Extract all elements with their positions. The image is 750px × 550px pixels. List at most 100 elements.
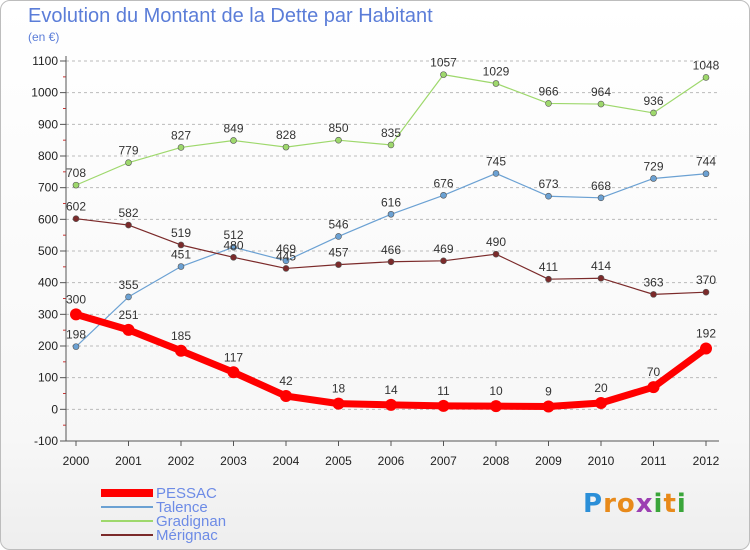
data-point-talence <box>282 257 290 265</box>
legend-label-gradignan: Gradignan <box>156 513 226 530</box>
x-tick-label: 2009 <box>535 454 562 468</box>
y-tick-label: 1100 <box>32 54 58 68</box>
chart-title: Evolution du Montant de la Dette par Hab… <box>28 5 433 27</box>
data-point-pessac <box>700 342 712 355</box>
data-point-merignac <box>702 288 710 296</box>
data-label-merignac: 582 <box>118 206 138 220</box>
data-label-merignac: 411 <box>539 260 558 274</box>
data-label-merignac: 490 <box>486 235 506 249</box>
data-label-pessac: 10 <box>489 384 503 398</box>
data-point-merignac <box>387 258 395 266</box>
data-label-merignac: 480 <box>223 238 243 252</box>
data-point-gradignan <box>177 144 185 151</box>
y-tick-label: 700 <box>38 181 58 195</box>
x-tick-label: 2003 <box>220 454 247 468</box>
data-label-talence: 512 <box>223 228 243 242</box>
data-label-talence: 198 <box>66 328 86 342</box>
data-label-pessac: 18 <box>332 382 346 396</box>
data-label-gradignan: 1029 <box>483 64 510 78</box>
legend-label-merignac: Mérignac <box>156 527 218 544</box>
data-label-talence: 616 <box>381 195 401 209</box>
data-label-merignac: 370 <box>696 273 716 287</box>
data-label-gradignan: 850 <box>328 121 348 135</box>
axes: -100 0 100 200 300 400 500 600 700 800 900 1000 1100… <box>31 54 719 468</box>
data-point-gradignan <box>545 100 552 107</box>
data-point-merignac <box>72 215 80 222</box>
data-label-pessac: 70 <box>647 365 661 379</box>
data-point-pessac <box>385 398 397 411</box>
data-label-merignac: 414 <box>591 259 611 273</box>
x-tick-label: 2012 <box>693 454 720 468</box>
y-tick-label: 300 <box>38 307 58 321</box>
data-point-merignac <box>230 254 237 261</box>
data-point-talence <box>702 170 710 178</box>
x-tick-label: 2005 <box>325 454 352 468</box>
x-tick-label: 2008 <box>483 454 510 468</box>
data-label-gradignan: 1048 <box>693 58 720 72</box>
y-tick-label: 800 <box>38 149 58 163</box>
data-label-gradignan: 708 <box>66 166 86 180</box>
data-point-pessac <box>490 400 502 413</box>
data-point-talence <box>177 263 185 270</box>
y-tick-label: 600 <box>38 212 58 226</box>
data-label-merignac: 457 <box>328 246 348 260</box>
data-point-pessac <box>647 381 660 394</box>
data-point-talence <box>230 243 237 251</box>
chart-subtitle: (en €) <box>28 30 60 44</box>
data-label-pessac: 9 <box>545 384 552 398</box>
data-point-pessac <box>280 390 292 403</box>
y-tick-label: 200 <box>38 339 58 353</box>
data-label-talence: 668 <box>591 179 611 193</box>
data-point-pessac <box>437 399 450 412</box>
data-label-pessac: 11 <box>437 384 450 398</box>
data-label-pessac: 117 <box>224 350 243 364</box>
x-tick-label: 2002 <box>168 454 195 468</box>
data-point-talence <box>597 194 605 202</box>
data-point-gradignan <box>230 137 237 144</box>
data-label-pessac: 192 <box>696 327 716 341</box>
data-label-talence: 546 <box>328 217 348 231</box>
data-label-merignac: 602 <box>66 200 86 214</box>
data-point-gradignan <box>387 141 395 149</box>
data-point-talence <box>650 175 657 182</box>
data-label-gradignan: 828 <box>276 128 296 142</box>
data-label-merignac: 466 <box>381 243 401 257</box>
data-label-pessac: 300 <box>66 292 86 306</box>
data-point-gradignan <box>335 136 342 144</box>
data-point-pessac <box>122 323 135 336</box>
x-tick-label: 2004 <box>273 454 300 468</box>
data-label-gradignan: 936 <box>643 94 663 108</box>
data-point-gradignan <box>492 80 500 87</box>
data-label-merignac: 469 <box>433 242 453 256</box>
data-label-talence: 673 <box>538 177 558 191</box>
y-tick-label: 400 <box>38 276 58 290</box>
data-point-talence <box>335 233 342 240</box>
data-label-pessac: 185 <box>171 329 191 343</box>
data-point-gradignan <box>597 100 605 108</box>
data-point-pessac <box>595 397 607 409</box>
data-point-merignac <box>282 265 290 272</box>
legend-label-talence: Talence <box>156 499 208 516</box>
data-point-talence <box>125 293 132 301</box>
legend-label-pessac: PESSAC <box>156 485 217 502</box>
data-label-merignac: 519 <box>171 226 191 240</box>
data-point-merignac <box>650 291 657 298</box>
data-point-pessac <box>227 366 240 379</box>
data-label-gradignan: 827 <box>171 128 191 142</box>
data-point-merignac <box>440 257 447 265</box>
x-tick-label: 2000 <box>63 454 90 468</box>
y-tick-label: -100 <box>34 434 58 448</box>
data-label-talence: 355 <box>118 278 138 292</box>
data-label-pessac: 14 <box>384 383 398 397</box>
y-tick-label: 0 <box>51 402 58 416</box>
data-point-talence <box>72 343 80 350</box>
y-tick-label: 100 <box>38 371 58 385</box>
data-point-merignac <box>335 261 342 268</box>
data-label-talence: 469 <box>276 242 296 256</box>
data-point-gradignan <box>72 181 80 189</box>
data-label-gradignan: 779 <box>118 144 138 158</box>
data-label-gradignan: 1057 <box>430 56 457 70</box>
